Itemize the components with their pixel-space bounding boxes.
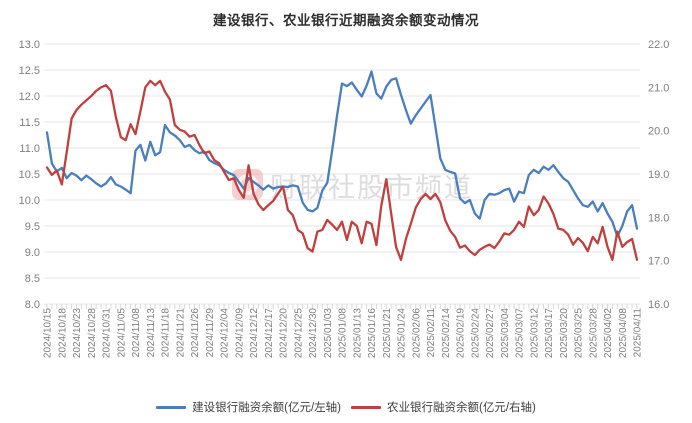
svg-text:2024/10/28: 2024/10/28 — [87, 308, 98, 358]
y-axis-left-labels: 13.0 12.5 12.0 11.5 11.0 10.5 10.0 9.5 9.0 8.5 8.0 — [19, 39, 40, 311]
svg-text:2025/03/12: 2025/03/12 — [529, 308, 540, 358]
svg-text:2024/11/18: 2024/11/18 — [161, 308, 172, 358]
svg-text:2025/01/13: 2025/01/13 — [352, 308, 363, 358]
svg-text:2025/03/07: 2025/03/07 — [515, 308, 526, 358]
x-axis-labels: 2024/10/15 2024/10/18 2024/10/23 2024/10/28… — [43, 308, 644, 358]
svg-text:2025/03/28: 2025/03/28 — [588, 308, 599, 358]
svg-text:13.0: 13.0 — [19, 39, 40, 51]
svg-text:2024/11/29: 2024/11/29 — [205, 308, 216, 358]
svg-text:18.0: 18.0 — [648, 212, 669, 224]
svg-text:2024/12/04: 2024/12/04 — [220, 308, 231, 358]
svg-text:2025/01/03: 2025/01/03 — [323, 308, 334, 358]
svg-text:2024/11/13: 2024/11/13 — [146, 308, 157, 358]
svg-text:2025/02/14: 2025/02/14 — [441, 308, 452, 358]
svg-text:11.5: 11.5 — [19, 117, 40, 129]
svg-text:2024/10/15: 2024/10/15 — [43, 308, 54, 358]
svg-text:2024/11/21: 2024/11/21 — [175, 308, 186, 358]
y-axis-right-labels: 22.0 21.0 20.0 19.0 18.0 17.0 16.0 — [648, 39, 669, 311]
svg-text:16.0: 16.0 — [648, 299, 669, 311]
svg-text:2024/11/08: 2024/11/08 — [131, 308, 142, 358]
svg-text:2025/02/19: 2025/02/19 — [456, 308, 467, 358]
svg-text:2025/02/27: 2025/02/27 — [485, 308, 496, 358]
svg-text:2025/01/08: 2025/01/08 — [338, 308, 349, 358]
series-line-ccb — [45, 70, 639, 238]
svg-text:2024/12/09: 2024/12/09 — [234, 308, 245, 358]
svg-text:2025/02/06: 2025/02/06 — [411, 308, 422, 358]
svg-text:8.0: 8.0 — [25, 299, 40, 311]
svg-text:8.5: 8.5 — [25, 273, 40, 285]
svg-text:17.0: 17.0 — [648, 256, 669, 268]
legend-label-ccb: 建设银行融资余额(亿元/左轴) — [192, 402, 341, 414]
chart-title: 建设银行、农业银行近期融资余额变动情况 — [213, 13, 479, 28]
svg-text:2024/10/18: 2024/10/18 — [57, 308, 68, 358]
svg-text:2024/12/12: 2024/12/12 — [249, 308, 260, 358]
svg-text:2024/10/31: 2024/10/31 — [102, 308, 113, 358]
svg-text:2024/11/05: 2024/11/05 — [116, 308, 127, 358]
svg-text:9.5: 9.5 — [25, 221, 40, 233]
svg-text:2024/12/17: 2024/12/17 — [264, 308, 275, 358]
svg-text:2024/12/25: 2024/12/25 — [293, 308, 304, 358]
series-line-abc — [45, 79, 639, 261]
svg-text:9.0: 9.0 — [25, 247, 40, 259]
svg-text:12.5: 12.5 — [19, 65, 40, 77]
svg-text:12.0: 12.0 — [19, 91, 40, 103]
legend: 建设银行融资余额(亿元/左轴) 农业银行融资余额(亿元/右轴) — [0, 399, 692, 415]
svg-text:2025/03/04: 2025/03/04 — [500, 308, 511, 358]
svg-text:2025/01/21: 2025/01/21 — [382, 308, 393, 358]
svg-text:19.0: 19.0 — [648, 169, 669, 181]
svg-text:2024/10/23: 2024/10/23 — [72, 308, 83, 358]
svg-text:2025/03/20: 2025/03/20 — [559, 308, 570, 358]
svg-text:11.0: 11.0 — [19, 143, 40, 155]
svg-text:20.0: 20.0 — [648, 126, 669, 138]
gridlines — [44, 43, 640, 305]
svg-text:2025/01/24: 2025/01/24 — [397, 308, 408, 358]
svg-text:2025/02/11: 2025/02/11 — [426, 308, 437, 358]
svg-text:22.0: 22.0 — [648, 39, 669, 51]
svg-text:2025/03/25: 2025/03/25 — [574, 308, 585, 358]
legend-label-abc: 农业银行融资余额(亿元/右轴) — [387, 402, 536, 414]
svg-text:2024/12/30: 2024/12/30 — [308, 308, 319, 358]
svg-text:2025/04/02: 2025/04/02 — [603, 308, 614, 358]
x-axis-ticks — [46, 304, 638, 309]
svg-text:2025/02/24: 2025/02/24 — [470, 308, 481, 358]
ccb-line-sample-icon — [156, 405, 187, 409]
svg-text:2025/01/16: 2025/01/16 — [367, 308, 378, 358]
legend-item-ccb: 建设银行融资余额(亿元/左轴) — [156, 399, 341, 415]
svg-text:10.5: 10.5 — [19, 169, 40, 181]
svg-text:10.0: 10.0 — [19, 195, 40, 207]
svg-text:2024/12/20: 2024/12/20 — [279, 308, 290, 358]
svg-text:2024/11/26: 2024/11/26 — [190, 308, 201, 358]
svg-text:2025/03/17: 2025/03/17 — [544, 308, 555, 358]
legend-item-abc: 农业银行融资余额(亿元/右轴) — [351, 399, 536, 415]
svg-text:2025/04/08: 2025/04/08 — [618, 308, 629, 358]
svg-text:2025/04/11: 2025/04/11 — [633, 308, 644, 358]
svg-text:21.0: 21.0 — [648, 82, 669, 94]
abc-line-sample-icon — [351, 405, 381, 409]
